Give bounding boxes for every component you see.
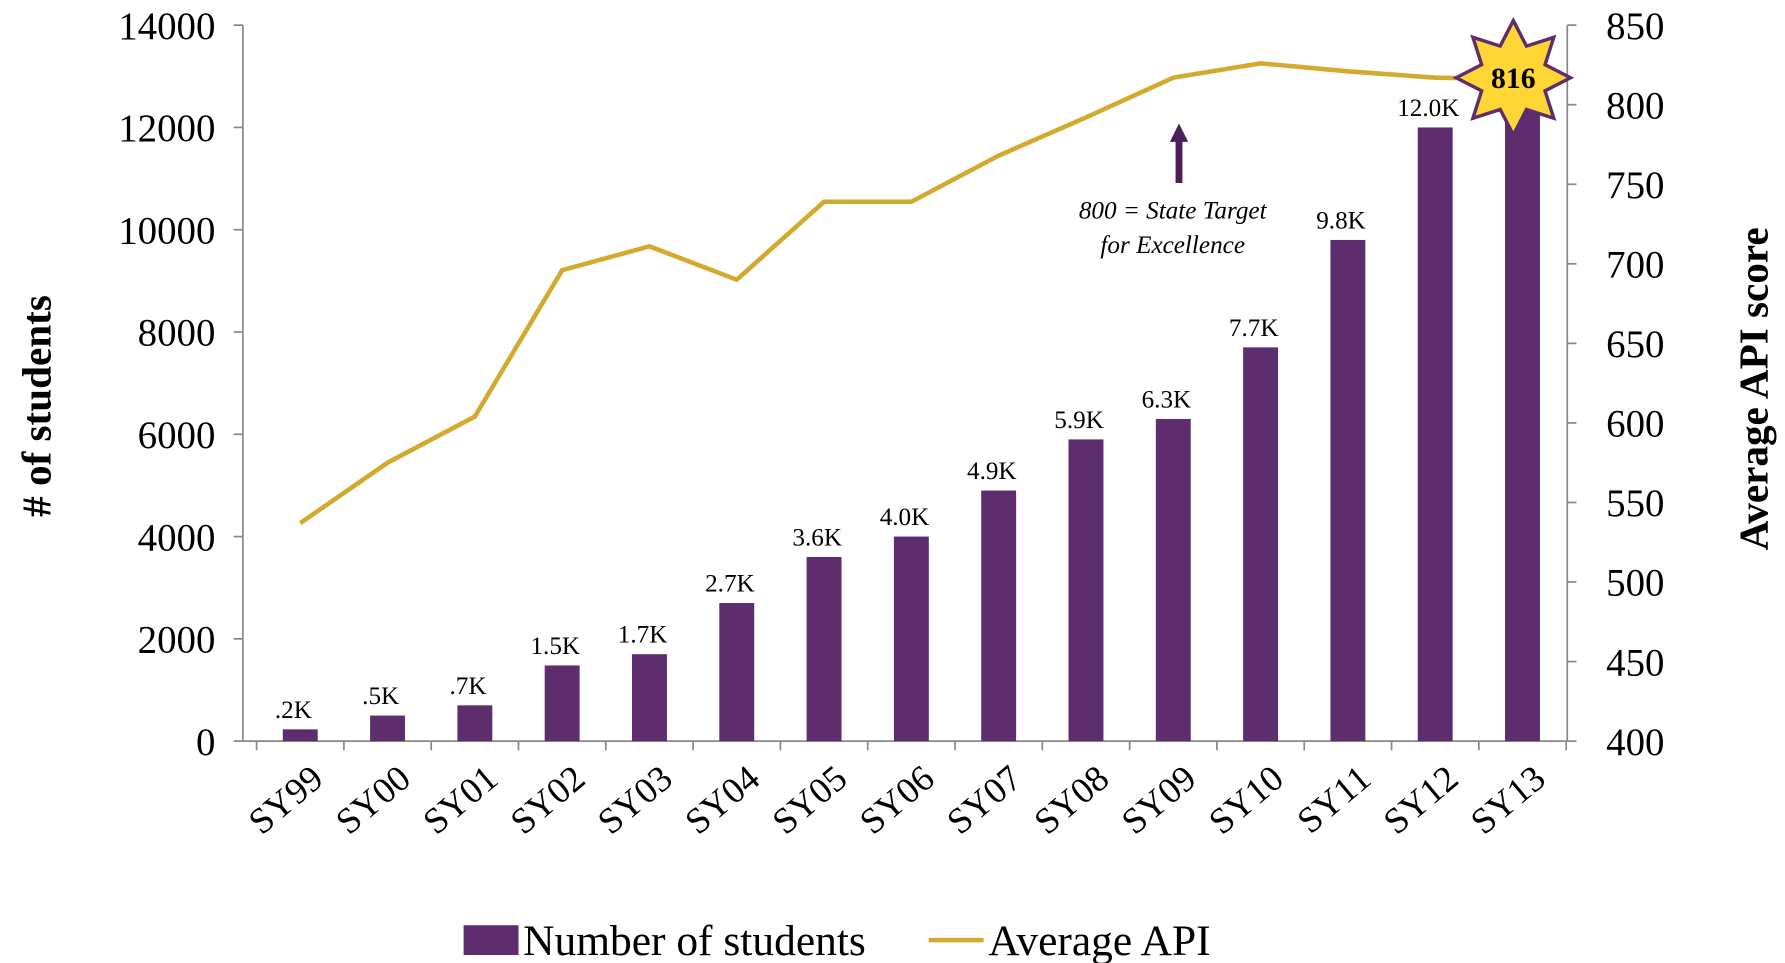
legend-swatch <box>463 925 519 955</box>
x-tick-label: SY05 <box>764 757 854 842</box>
bar <box>370 715 406 742</box>
y2-tick-label: 700 <box>1606 244 1664 287</box>
y2-tick-label: 500 <box>1606 562 1664 605</box>
data-label: 4.9K <box>967 458 1017 485</box>
bar <box>632 654 667 742</box>
x-tick-label: SY04 <box>677 757 767 842</box>
x-tick-label: SY09 <box>1113 757 1203 842</box>
x-tick-label: SY11 <box>1289 757 1378 841</box>
data-label: 1.5K <box>530 633 580 660</box>
x-tick-label: SY07 <box>939 757 1029 842</box>
y-tick-label: 12000 <box>118 107 215 150</box>
x-tick-label: SY06 <box>851 757 941 842</box>
y-tick-label: 2000 <box>138 619 216 662</box>
data-label: 2.7K <box>705 571 755 598</box>
y-tick-label: 4000 <box>138 516 216 559</box>
data-label: 5.9K <box>1054 407 1104 434</box>
annotation: for Excellence <box>1100 232 1245 259</box>
badge-label: 816 <box>1491 63 1536 95</box>
data-label: 1.7K <box>618 622 668 649</box>
x-tick-label: SY12 <box>1375 757 1465 842</box>
y2-tick-label: 600 <box>1606 403 1664 446</box>
bar <box>282 729 318 742</box>
arrow-head <box>1169 123 1189 142</box>
line <box>298 61 1523 526</box>
data-label: .5K <box>362 683 399 710</box>
legend-label: Average API <box>988 917 1210 963</box>
x-tick-label: SY08 <box>1026 757 1116 842</box>
x-tick-label: SY01 <box>415 757 505 842</box>
data-label: 3.6K <box>792 525 842 552</box>
y2-tick-label: 750 <box>1606 164 1664 207</box>
data-label: 9.8K <box>1316 208 1366 235</box>
bar <box>1068 439 1104 742</box>
bar <box>1243 347 1279 742</box>
y-tick-label: 6000 <box>138 414 216 457</box>
badge-star <box>1452 16 1575 139</box>
y2-axis-title: Average API score <box>1730 227 1776 550</box>
y-tick-label: 0 <box>196 721 215 764</box>
data-label: 12.0K <box>1397 95 1459 122</box>
y2-tick-label: 550 <box>1606 482 1664 525</box>
bar <box>806 557 842 742</box>
data-label: .7K <box>449 673 486 700</box>
annotation: 800 = State Target <box>1079 197 1268 224</box>
y2-tick-label: 800 <box>1606 84 1664 127</box>
x-tick-label: SY13 <box>1463 757 1553 842</box>
y-tick-label: 8000 <box>138 312 216 355</box>
bar <box>457 705 493 742</box>
y2-tick-label: 850 <box>1606 5 1664 48</box>
x-tick-label: SY10 <box>1201 757 1291 842</box>
x-tick-label: SY00 <box>328 757 418 842</box>
bar <box>1505 101 1540 742</box>
data-label: 6.3K <box>1142 387 1192 414</box>
data-label: .2K <box>275 697 312 724</box>
bar <box>1155 418 1191 742</box>
bar <box>1330 239 1366 742</box>
bar <box>893 536 929 742</box>
bar <box>1417 127 1453 742</box>
y-tick-label: 14000 <box>118 5 215 48</box>
data-label: 4.0K <box>880 504 930 531</box>
bar <box>544 665 580 742</box>
x-tick-label: SY02 <box>502 757 592 842</box>
bar <box>981 490 1017 742</box>
x-tick-label: SY99 <box>240 757 330 842</box>
y2-tick-label: 650 <box>1606 323 1664 366</box>
y2-tick-label: 400 <box>1606 721 1664 764</box>
legend-label: Number of students <box>523 917 866 963</box>
y2-tick-label: 450 <box>1606 641 1664 684</box>
bar <box>719 603 755 742</box>
y-tick-label: 10000 <box>118 209 215 252</box>
x-tick-label: SY03 <box>590 757 680 842</box>
data-label: 7.7K <box>1229 315 1279 342</box>
y-axis-title: # of students <box>14 295 60 517</box>
